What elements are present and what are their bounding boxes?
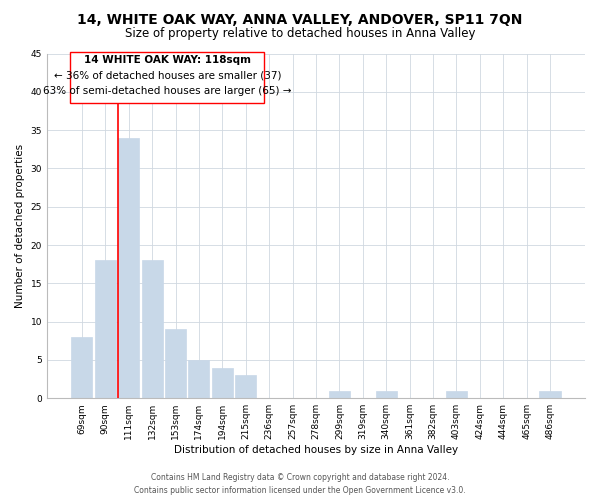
Text: ← 36% of detached houses are smaller (37): ← 36% of detached houses are smaller (37… bbox=[53, 70, 281, 81]
X-axis label: Distribution of detached houses by size in Anna Valley: Distribution of detached houses by size … bbox=[174, 445, 458, 455]
Text: 63% of semi-detached houses are larger (65) →: 63% of semi-detached houses are larger (… bbox=[43, 86, 292, 96]
Bar bbox=[142, 260, 163, 398]
Bar bbox=[235, 375, 256, 398]
Bar bbox=[376, 390, 397, 398]
Bar bbox=[118, 138, 139, 398]
FancyBboxPatch shape bbox=[70, 52, 265, 104]
Bar bbox=[212, 368, 233, 398]
Text: 14, WHITE OAK WAY, ANNA VALLEY, ANDOVER, SP11 7QN: 14, WHITE OAK WAY, ANNA VALLEY, ANDOVER,… bbox=[77, 12, 523, 26]
Text: Contains HM Land Registry data © Crown copyright and database right 2024.
Contai: Contains HM Land Registry data © Crown c… bbox=[134, 474, 466, 495]
Bar bbox=[95, 260, 116, 398]
Bar bbox=[71, 337, 92, 398]
Bar bbox=[329, 390, 350, 398]
Text: 14 WHITE OAK WAY: 118sqm: 14 WHITE OAK WAY: 118sqm bbox=[84, 55, 251, 65]
Bar bbox=[165, 330, 186, 398]
Text: Size of property relative to detached houses in Anna Valley: Size of property relative to detached ho… bbox=[125, 28, 475, 40]
Bar bbox=[446, 390, 467, 398]
Y-axis label: Number of detached properties: Number of detached properties bbox=[15, 144, 25, 308]
Bar bbox=[539, 390, 560, 398]
Bar bbox=[188, 360, 209, 398]
